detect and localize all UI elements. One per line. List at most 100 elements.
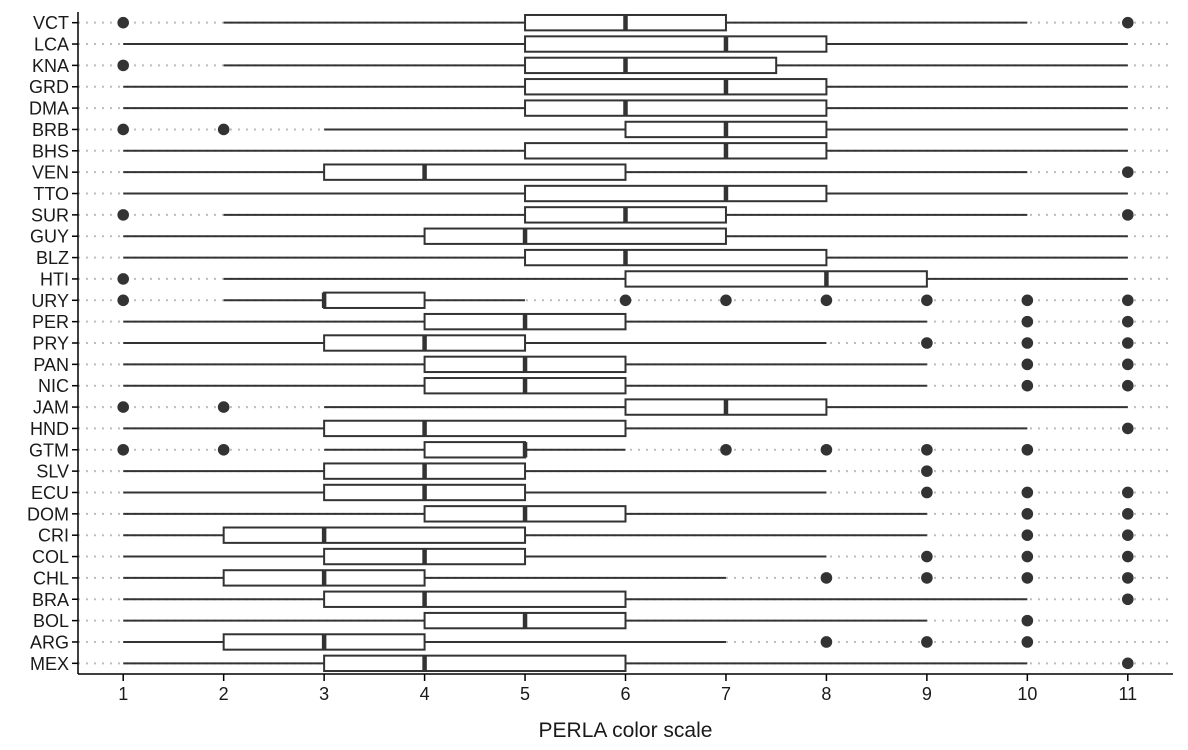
outlier-point [1121, 422, 1134, 435]
outlier-point [117, 16, 130, 29]
outlier-point [820, 636, 833, 648]
outlier-point [1021, 337, 1034, 349]
outlier-point [1121, 550, 1134, 563]
y-tick-label: JAM [33, 398, 69, 418]
box-iqr [423, 441, 527, 459]
outlier-point [921, 572, 933, 584]
y-tick-label: BOL [33, 611, 69, 631]
outlier-point [1021, 550, 1034, 563]
x-tick-label: 11 [1118, 684, 1137, 704]
y-tick-label: PAN [33, 355, 69, 375]
x-tick-label: 3 [319, 684, 329, 704]
y-tick-label: BHS [32, 141, 69, 161]
outlier-point [217, 401, 230, 413]
y-tick-label: CHL [33, 568, 69, 588]
outlier-point [117, 209, 130, 221]
x-tick-label: 9 [922, 684, 932, 704]
box-mex [123, 654, 1134, 673]
y-tick-label: BLZ [36, 248, 69, 268]
y-tick-label: CRI [38, 526, 69, 546]
box-iqr [323, 590, 627, 608]
outlier-point [1121, 16, 1134, 29]
outlier-point [1021, 508, 1034, 520]
y-tick-label: VCT [33, 13, 69, 33]
y-tick-label: BRA [32, 590, 69, 610]
outlier-point [1121, 166, 1134, 178]
outlier-point [820, 294, 833, 307]
box-kna [117, 56, 1128, 75]
y-tick-label: URY [31, 291, 69, 311]
outlier-point [1121, 572, 1134, 584]
outlier-point [217, 443, 230, 456]
box-grd [123, 78, 1128, 96]
box-iqr [323, 291, 426, 309]
y-tick-label: PER [32, 312, 69, 332]
box-iqr [222, 526, 527, 544]
outlier-point [1021, 572, 1034, 584]
y-ticks: VCTLCAKNAGRDDMABRBBHSVENTTOSURGUYBLZHTIU… [27, 13, 78, 674]
y-tick-label: GRD [29, 77, 69, 97]
box-iqr [524, 248, 828, 267]
y-tick-label: DOM [27, 504, 69, 524]
outlier-point [1121, 294, 1134, 307]
x-ticks: 1 2 3 4 5 6 7 8 9 10 11 [118, 674, 1137, 704]
x-tick-label: 8 [821, 684, 831, 704]
box-dma [123, 99, 1128, 117]
box-iqr [524, 35, 828, 53]
box-blz [123, 248, 1128, 267]
box-cri [123, 526, 1134, 544]
x-tick-label: 4 [420, 684, 430, 704]
box-iqr [524, 99, 828, 117]
outlier-point [921, 550, 933, 563]
outlier-point [117, 123, 130, 136]
outlier-point [1121, 315, 1134, 328]
y-tick-label: KNA [32, 56, 69, 76]
outlier-point [1021, 315, 1034, 328]
outlier-point [921, 337, 933, 349]
box-bra [123, 590, 1134, 608]
outlier-point [720, 294, 732, 307]
outlier-point [1121, 337, 1134, 349]
outlier-point [1121, 593, 1134, 606]
box-bol [123, 611, 1034, 630]
outlier-point [1021, 294, 1034, 307]
outlier-point [1021, 529, 1034, 541]
outlier-point [1021, 443, 1034, 456]
outlier-point [117, 294, 130, 307]
box-col [123, 547, 1134, 566]
box-brb [117, 120, 1128, 139]
box-iqr [423, 227, 727, 245]
y-tick-label: LCA [34, 35, 69, 55]
outlier-point [1021, 486, 1034, 499]
outlier-point [1121, 209, 1134, 221]
outlier-point [1021, 614, 1034, 627]
outlier-point [217, 123, 230, 136]
y-tick-label: ARG [30, 632, 69, 652]
box-lca [123, 35, 1128, 53]
y-tick-label: GUY [30, 227, 69, 247]
outlier-point [1121, 508, 1134, 520]
outlier-point [1121, 657, 1134, 670]
x-tick-label: 10 [1017, 684, 1037, 704]
box-ury [117, 291, 1134, 309]
outlier-point [720, 443, 732, 456]
x-tick-label: 5 [520, 684, 530, 704]
box-iqr [624, 270, 928, 288]
outlier-point [921, 486, 933, 499]
box-arg [123, 633, 1034, 651]
box-iqr [524, 184, 828, 203]
outlier-point [1121, 529, 1134, 541]
box-per [123, 312, 1134, 331]
box-vct [117, 13, 1134, 32]
outlier-point [117, 59, 130, 72]
box-jam [117, 398, 1128, 416]
box-guy [123, 227, 1128, 245]
box-tto [123, 184, 1128, 203]
x-tick-label: 6 [620, 684, 630, 704]
box-hti [117, 270, 1128, 288]
y-tick-label: NIC [38, 376, 69, 396]
box-iqr [524, 56, 778, 75]
box-pan [123, 355, 1134, 374]
outlier-point [1121, 379, 1134, 392]
